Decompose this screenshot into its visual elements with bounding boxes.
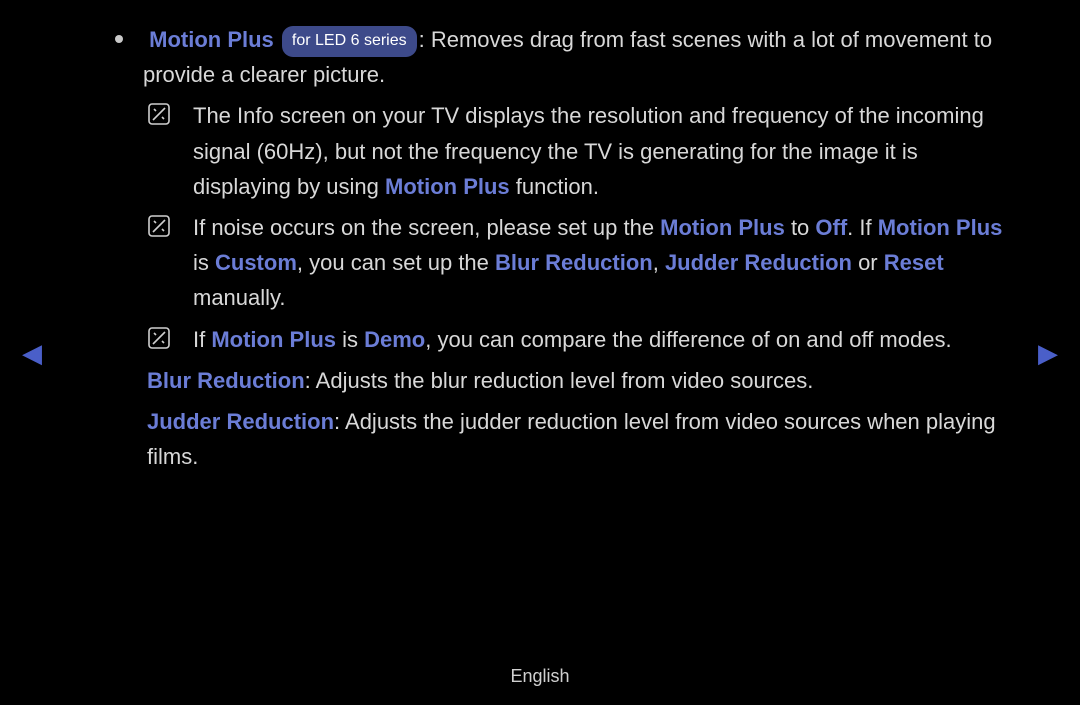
note-text: is xyxy=(336,327,364,352)
highlight-term: Motion Plus xyxy=(660,215,785,240)
highlight-term: Off xyxy=(815,215,847,240)
highlight-term: Motion Plus xyxy=(878,215,1003,240)
page-footer-language: English xyxy=(0,666,1080,687)
note-item: If noise occurs on the screen, please se… xyxy=(193,210,1020,316)
note-text: or xyxy=(852,250,884,275)
note-icon xyxy=(147,214,171,238)
highlight-term: Reset xyxy=(884,250,944,275)
note-text: . If xyxy=(847,215,878,240)
note-item: If Motion Plus is Demo, you can compare … xyxy=(193,322,1020,357)
highlight-term: Custom xyxy=(215,250,297,275)
note-text: function. xyxy=(510,174,599,199)
note-text: If xyxy=(193,327,211,352)
note-text: is xyxy=(193,250,215,275)
definition-desc: : Adjusts the blur reduction level from … xyxy=(305,368,814,393)
note-text: to xyxy=(785,215,816,240)
feature-title: Motion Plus xyxy=(149,27,274,52)
highlight-term: Judder Reduction xyxy=(665,250,852,275)
highlight-term: Blur Reduction xyxy=(495,250,653,275)
highlight-term: Motion Plus xyxy=(211,327,336,352)
note-icon xyxy=(147,102,171,126)
nav-prev-arrow[interactable]: ◀ xyxy=(22,340,42,366)
note-text: If noise occurs on the screen, please se… xyxy=(193,215,660,240)
definition-item: Judder Reduction: Adjusts the judder red… xyxy=(147,404,1020,474)
definition-term: Blur Reduction xyxy=(147,368,305,393)
note-icon xyxy=(147,326,171,350)
model-badge: for LED 6 series xyxy=(282,26,417,57)
note-text: , you can set up the xyxy=(297,250,495,275)
nav-next-arrow[interactable]: ▶ xyxy=(1038,340,1058,366)
highlight-term: Demo xyxy=(364,327,425,352)
definition-item: Blur Reduction: Adjusts the blur reducti… xyxy=(147,363,1020,398)
note-item: The Info screen on your TV displays the … xyxy=(193,98,1020,204)
highlight-term: Motion Plus xyxy=(385,174,510,199)
note-text: , xyxy=(653,250,665,275)
note-text: , you can compare the difference of on a… xyxy=(425,327,951,352)
bullet-icon xyxy=(115,35,123,43)
definition-term: Judder Reduction xyxy=(147,409,334,434)
content-body: Motion Plus for LED 6 series: Removes dr… xyxy=(115,22,1020,474)
manual-page: ◀ ▶ Motion Plus for LED 6 series: Remove… xyxy=(0,0,1080,705)
note-text: manually. xyxy=(193,285,286,310)
feature-header: Motion Plus for LED 6 series: Removes dr… xyxy=(143,22,1020,92)
